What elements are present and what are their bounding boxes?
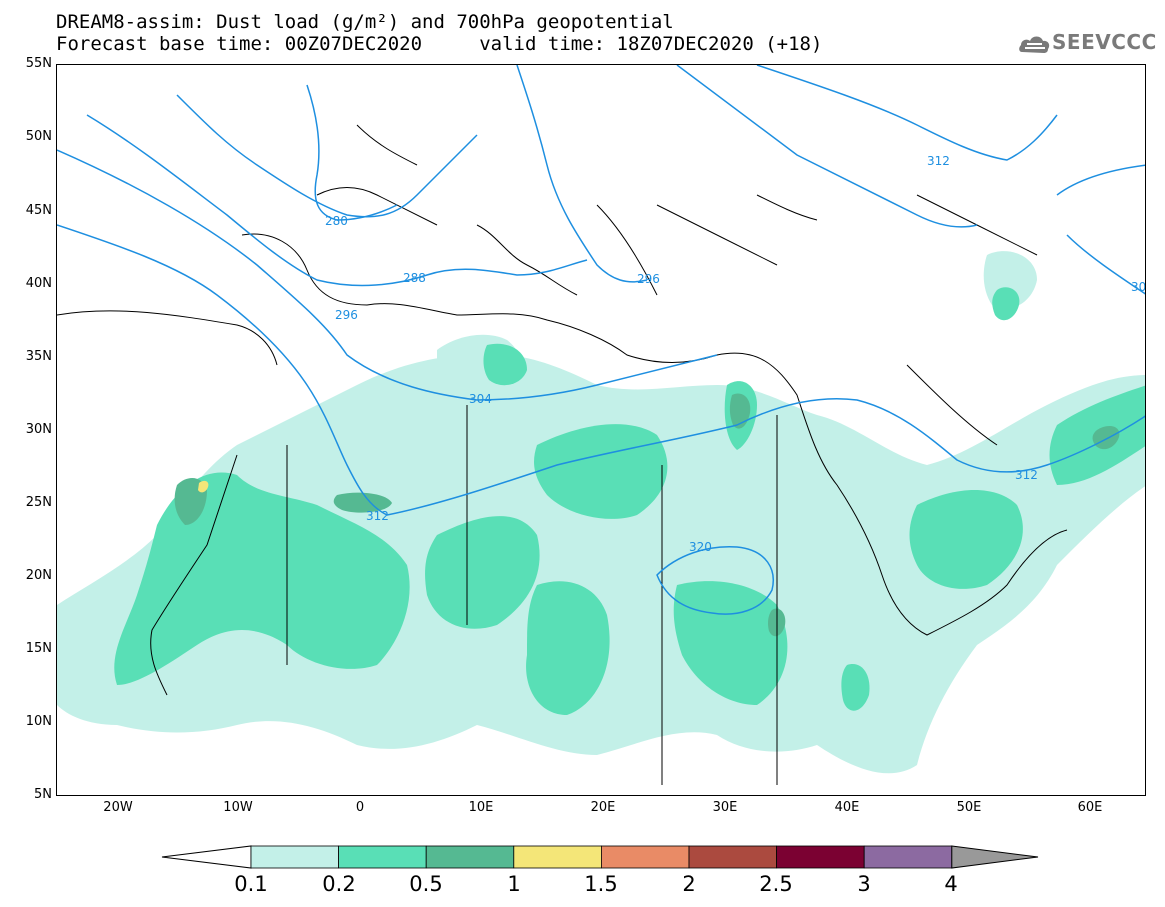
lon-label: 30E	[712, 800, 738, 815]
colorbar-segment	[951, 845, 1039, 869]
contour-label: 312	[366, 509, 389, 523]
map-subtitle: Forecast base time: 00Z07DEC2020 valid t…	[56, 33, 823, 55]
contour-labels: 280 288 296 304 312 312 312 320 296 30	[325, 154, 1146, 554]
lat-label: 5N	[34, 787, 52, 802]
colorbar-segment	[250, 845, 339, 869]
colorbar-segment	[600, 845, 690, 869]
contour-label: 30	[1131, 280, 1146, 294]
lon-label: 50E	[956, 800, 982, 815]
colorbar-label: 1	[507, 872, 521, 896]
colorbar-label: 0.5	[409, 872, 443, 896]
colorbar-label: 0.1	[234, 872, 268, 896]
logo-text: SEEVCCC	[1052, 30, 1157, 54]
contour-label: 312	[927, 154, 950, 168]
lat-label: 45N	[25, 203, 52, 218]
lat-label: 30N	[25, 422, 52, 437]
colorbar-label: 2.5	[759, 872, 793, 896]
map-canvas[interactable]: 280 288 296 304 312 312 312 320 296 30	[56, 64, 1146, 796]
lat-label: 35N	[25, 349, 52, 364]
map-title: DREAM8-assim: Dust load (g/m²) and 700hP…	[56, 11, 674, 33]
lon-label: 60E	[1077, 800, 1103, 815]
lon-label: 10W	[223, 800, 253, 815]
lat-label: 25N	[25, 495, 52, 510]
colorbar-segment	[513, 845, 602, 869]
colorbar-label: 1.5	[584, 872, 618, 896]
colorbar-segment	[863, 845, 953, 869]
dust-field-mid	[114, 287, 1145, 715]
contour-label: 288	[403, 271, 426, 285]
lon-label: 20E	[590, 800, 616, 815]
lat-label: 15N	[25, 641, 52, 656]
colorbar-segment	[776, 845, 865, 869]
colorbar-label: 3	[857, 872, 871, 896]
dust-field-peak	[198, 480, 209, 493]
contour-label: 296	[335, 308, 358, 322]
contour-label: 280	[325, 214, 348, 228]
contour-label: 296	[637, 272, 660, 286]
lon-label: 40E	[834, 800, 860, 815]
lat-label: 10N	[25, 714, 52, 729]
lat-label: 40N	[25, 276, 52, 291]
cloud-icon	[1019, 36, 1050, 53]
lat-label: 55N	[25, 56, 52, 71]
contour-label: 304	[469, 392, 492, 406]
contour-label: 312	[1015, 468, 1038, 482]
contour-label: 320	[689, 540, 712, 554]
map-svg: 280 288 296 304 312 312 312 320 296 30	[57, 65, 1146, 785]
lon-label: 10E	[468, 800, 494, 815]
colorbar-segment	[425, 845, 515, 869]
colorbar-segment	[161, 845, 252, 869]
colorbar	[161, 845, 1039, 869]
colorbar-label: 0.2	[322, 872, 356, 896]
colorbar-label: 2	[682, 872, 696, 896]
lat-label: 50N	[25, 129, 52, 144]
lon-label: 20W	[103, 800, 133, 815]
colorbar-segment	[338, 845, 427, 869]
lat-label: 20N	[25, 568, 52, 583]
lon-label: 0	[355, 800, 365, 815]
coastlines	[57, 124, 1068, 785]
colorbar-label: 4	[944, 872, 958, 896]
geopotential-contours	[57, 65, 1145, 615]
colorbar-segment	[688, 845, 777, 869]
